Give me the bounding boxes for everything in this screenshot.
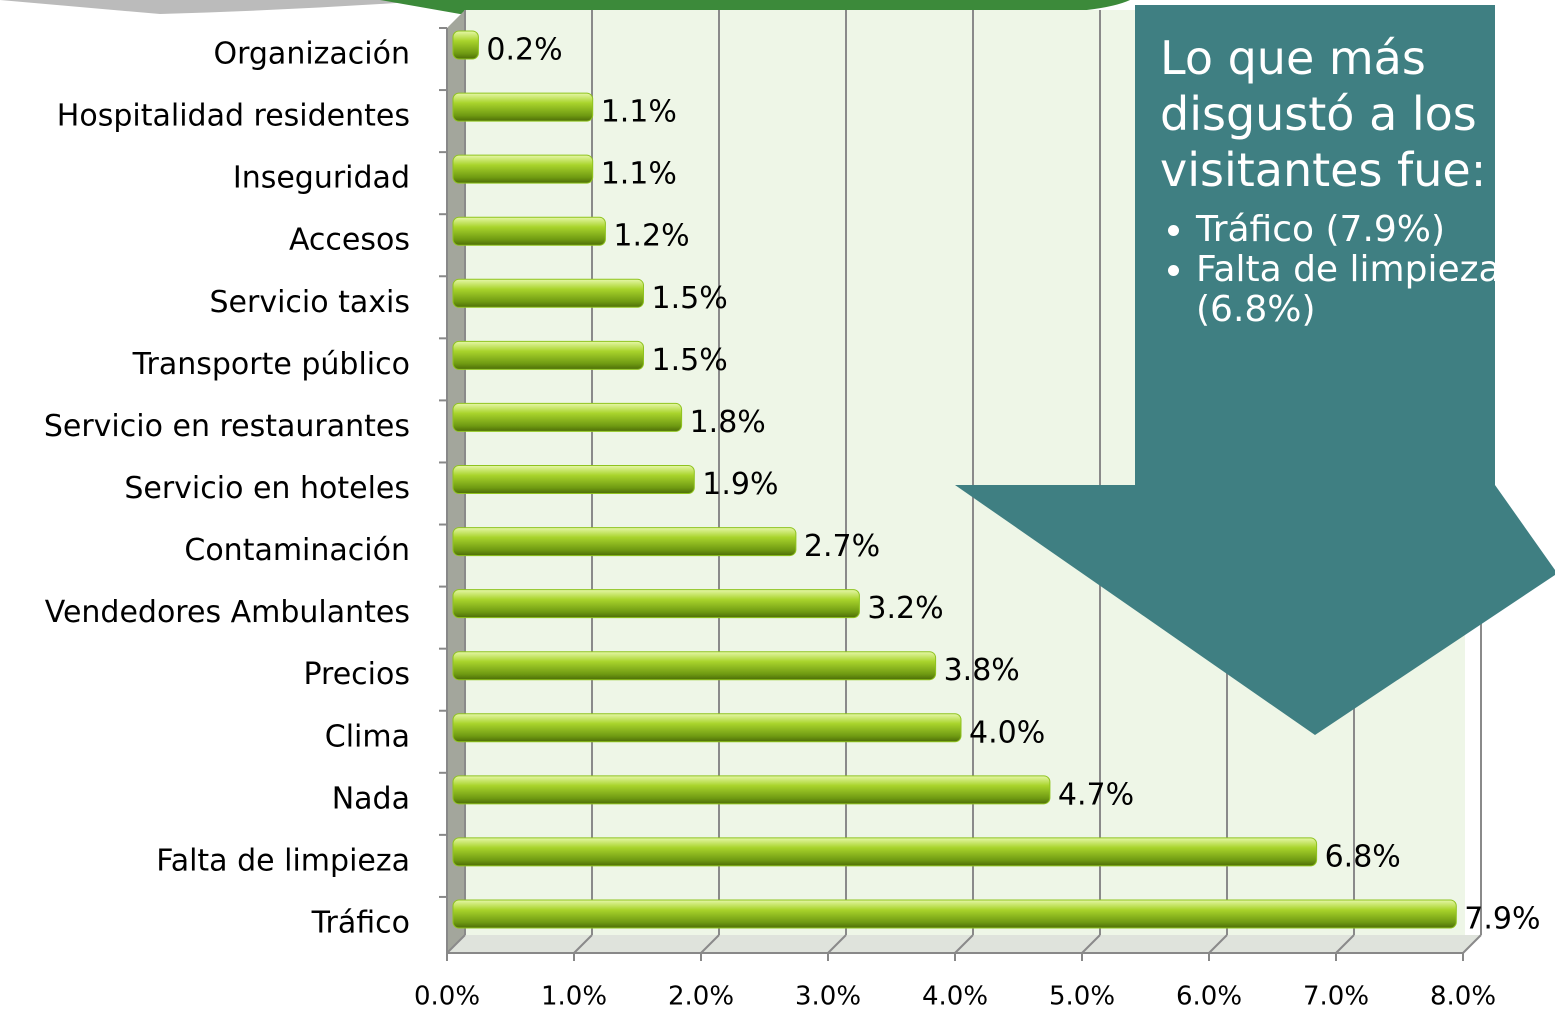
- callout-text: Lo que más disgustó a los visitantes fue…: [1160, 30, 1555, 330]
- x-tick-label: 5.0%: [1049, 982, 1115, 1012]
- data-label: 1.5%: [652, 343, 728, 378]
- x-tick-label: 7.0%: [1303, 982, 1369, 1012]
- bar: [452, 465, 695, 494]
- callout-list: Tráfico (7.9%) Falta de limpieza (6.8%): [1160, 210, 1555, 330]
- decoration: [0, 0, 440, 14]
- callout-arrow: [955, 5, 1555, 735]
- bar: [452, 278, 644, 308]
- x-tick-label: 6.0%: [1176, 982, 1242, 1012]
- data-label: 1.8%: [690, 405, 766, 440]
- data-label: 4.0%: [969, 715, 1045, 750]
- x-tick-label: 4.0%: [922, 982, 988, 1012]
- y-tick-label: Servicio en restaurantes: [44, 409, 410, 444]
- x-tick-label: 1.0%: [541, 982, 607, 1012]
- data-label: 3.2%: [867, 591, 943, 626]
- y-tick-label: Tráfico: [311, 905, 410, 940]
- y-tick-label: Nada: [332, 781, 410, 816]
- bar: [452, 899, 1457, 929]
- data-label: 0.2%: [486, 33, 562, 68]
- grid-line: [1208, 934, 1228, 954]
- bar: [452, 527, 797, 557]
- grid-line: [1081, 934, 1101, 954]
- bar: [452, 589, 860, 619]
- bar: [452, 837, 1318, 867]
- grid-line: [573, 934, 593, 954]
- bar: [452, 154, 594, 184]
- bar: [452, 340, 644, 370]
- y-tick-label: Contaminación: [184, 533, 410, 568]
- y-tick-label: Inseguridad: [233, 161, 410, 196]
- callout-title: Lo que más disgustó a los visitantes fue…: [1160, 31, 1487, 197]
- bar: [452, 92, 594, 122]
- data-label: 3.8%: [944, 653, 1020, 688]
- callout-item: Falta de limpieza (6.8%): [1196, 250, 1555, 330]
- data-label: 6.8%: [1325, 839, 1401, 874]
- grid-line: [700, 934, 720, 954]
- y-tick-label: Servicio en hoteles: [124, 471, 410, 506]
- data-label: 1.5%: [652, 281, 728, 316]
- y-tick-label: Vendedores Ambulantes: [45, 595, 410, 630]
- grid-line: [954, 934, 974, 954]
- data-label: 1.1%: [601, 157, 677, 192]
- y-tick-label: Accesos: [289, 223, 410, 258]
- grid-line: [446, 934, 466, 954]
- y-tick-label: Servicio taxis: [209, 285, 410, 320]
- grid-line: [827, 934, 847, 954]
- callout: Lo que más disgustó a los visitantes fue…: [1160, 30, 1555, 490]
- x-tick-label: 3.0%: [795, 982, 861, 1012]
- data-label: 1.1%: [601, 95, 677, 130]
- data-label: 1.2%: [613, 219, 689, 254]
- bar: [452, 216, 606, 246]
- y-tick-label: Transporte público: [132, 347, 410, 382]
- y-tick-label: Precios: [303, 657, 410, 692]
- data-label: 2.7%: [804, 529, 880, 564]
- grid-line: [1462, 934, 1482, 954]
- bar: [452, 402, 683, 432]
- y-tick-label: Falta de limpieza: [156, 843, 410, 878]
- x-tick-label: 2.0%: [668, 982, 734, 1012]
- data-label: 7.9%: [1464, 901, 1540, 936]
- bar: [452, 713, 962, 743]
- y-tick-label: Hospitalidad residentes: [57, 99, 410, 134]
- bar: [452, 651, 937, 681]
- x-tick-label: 8.0%: [1430, 982, 1496, 1012]
- data-label: 1.9%: [702, 467, 778, 502]
- bar: [452, 775, 1051, 805]
- y-tick-label: Organización: [213, 37, 410, 72]
- callout-item: Tráfico (7.9%): [1196, 210, 1555, 250]
- grid-line: [1335, 934, 1355, 954]
- y-tick-label: Clima: [325, 719, 410, 754]
- bar: [452, 30, 479, 60]
- data-label: 4.7%: [1058, 777, 1134, 812]
- x-tick-label: 0.0%: [414, 982, 480, 1012]
